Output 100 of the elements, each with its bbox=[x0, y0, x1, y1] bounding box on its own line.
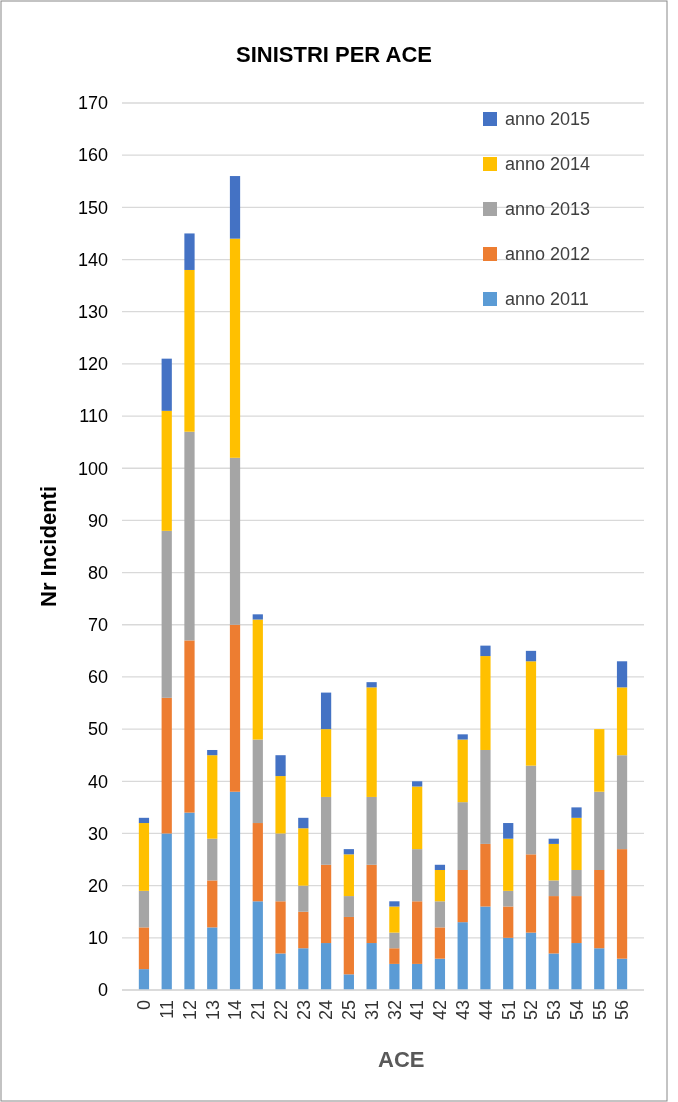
bar bbox=[571, 943, 582, 990]
bar bbox=[161, 358, 172, 411]
bar bbox=[343, 896, 354, 917]
bar bbox=[366, 687, 377, 797]
bar bbox=[366, 682, 377, 688]
y-tick-label: 130 bbox=[77, 302, 108, 323]
legend-label: anno 2015 bbox=[505, 109, 591, 130]
bar bbox=[412, 963, 423, 990]
bar bbox=[298, 828, 309, 886]
bar bbox=[298, 948, 309, 990]
bar bbox=[548, 838, 559, 844]
bar bbox=[503, 890, 514, 907]
bar bbox=[594, 869, 605, 949]
bar bbox=[594, 729, 605, 792]
bar bbox=[207, 880, 218, 928]
bar bbox=[434, 864, 446, 870]
bar bbox=[138, 890, 150, 928]
x-tick-label: 42 bbox=[430, 1000, 451, 1021]
bar bbox=[503, 906, 514, 938]
bar bbox=[457, 734, 468, 740]
bar bbox=[252, 619, 263, 740]
bar bbox=[138, 817, 150, 824]
x-tick-label: 55 bbox=[589, 1000, 610, 1021]
legend-label: anno 2011 bbox=[505, 289, 589, 310]
bar bbox=[457, 869, 468, 923]
bar bbox=[184, 269, 195, 432]
bar bbox=[434, 958, 446, 990]
bar bbox=[616, 958, 628, 990]
bar bbox=[616, 755, 628, 850]
chart-title: SINISTRI PER ACE bbox=[236, 42, 432, 67]
x-tick-label: 44 bbox=[475, 1000, 496, 1021]
bar bbox=[616, 687, 628, 756]
y-axis-title: Nr Incidenti bbox=[36, 485, 61, 608]
bar bbox=[457, 802, 468, 870]
bar bbox=[229, 457, 241, 625]
y-tick-label: 90 bbox=[87, 510, 108, 531]
bar bbox=[525, 854, 537, 933]
bar bbox=[525, 932, 537, 990]
bar bbox=[320, 943, 332, 990]
bar bbox=[184, 431, 195, 641]
bar bbox=[525, 765, 537, 855]
bar bbox=[412, 901, 423, 964]
bar bbox=[343, 849, 354, 855]
bar bbox=[616, 661, 628, 688]
bar bbox=[389, 901, 400, 907]
x-tick-label: 14 bbox=[225, 1000, 246, 1021]
x-tick-label: 32 bbox=[384, 1000, 405, 1021]
y-tick-label: 120 bbox=[77, 354, 108, 375]
x-tick-label: 23 bbox=[293, 1000, 314, 1021]
bar bbox=[320, 729, 332, 797]
bar bbox=[548, 896, 559, 954]
y-tick-label: 150 bbox=[77, 197, 108, 218]
x-tick-label: 21 bbox=[248, 1000, 269, 1021]
bar bbox=[298, 911, 309, 949]
bar bbox=[389, 963, 400, 990]
bar bbox=[207, 749, 218, 756]
bar bbox=[480, 645, 491, 657]
bar bbox=[207, 838, 218, 881]
x-tick-label: 24 bbox=[316, 1000, 337, 1021]
bar bbox=[434, 901, 446, 928]
bar bbox=[161, 697, 172, 834]
bar bbox=[161, 410, 172, 531]
bar bbox=[548, 843, 559, 881]
x-tick-label: 56 bbox=[612, 1000, 633, 1021]
y-tick-label: 10 bbox=[87, 928, 108, 949]
bar bbox=[161, 833, 172, 990]
bar bbox=[343, 974, 354, 990]
bar bbox=[480, 843, 491, 907]
bar bbox=[548, 880, 559, 897]
bar bbox=[389, 906, 400, 933]
bar bbox=[389, 948, 400, 964]
bar bbox=[525, 661, 537, 766]
y-tick-label: 40 bbox=[87, 771, 108, 792]
bar bbox=[571, 817, 582, 870]
bar bbox=[366, 796, 377, 865]
bar bbox=[320, 796, 332, 865]
y-tick-label: 50 bbox=[87, 719, 108, 740]
bar bbox=[275, 833, 286, 902]
y-tick-label: 0 bbox=[97, 980, 108, 1001]
bar bbox=[616, 849, 628, 959]
bar bbox=[229, 791, 241, 990]
x-tick-label: 25 bbox=[339, 1000, 360, 1021]
bar bbox=[480, 749, 491, 844]
bar bbox=[320, 692, 332, 730]
bar bbox=[366, 864, 377, 944]
legend-label: anno 2013 bbox=[505, 199, 591, 220]
y-tick-label: 170 bbox=[77, 93, 108, 114]
x-tick-label: 31 bbox=[361, 1000, 382, 1021]
bar bbox=[457, 739, 468, 803]
bar bbox=[252, 739, 263, 824]
x-tick-label: 13 bbox=[202, 1000, 223, 1021]
bar bbox=[161, 530, 172, 698]
bar bbox=[366, 943, 377, 990]
bar bbox=[412, 849, 423, 902]
bar bbox=[503, 937, 514, 990]
bar bbox=[252, 823, 263, 902]
x-tick-label: 22 bbox=[270, 1000, 291, 1021]
x-tick-label: 41 bbox=[407, 1000, 428, 1021]
bar bbox=[594, 948, 605, 990]
bar bbox=[412, 781, 423, 787]
